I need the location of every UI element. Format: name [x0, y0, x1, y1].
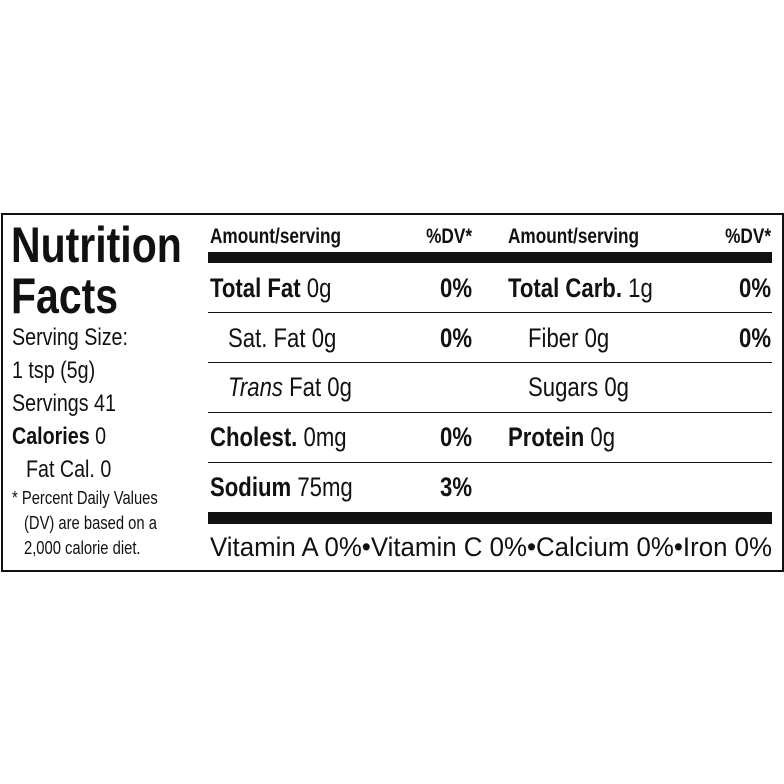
nutrient-row: Protein 0g: [508, 424, 615, 451]
header-amount: Amount/serving: [210, 225, 342, 248]
calories: Calories 0: [12, 425, 106, 449]
thick-rule: [208, 252, 772, 263]
serving-size-label: Serving Size:: [12, 324, 128, 351]
vitamins: Vitamin A 0%•Vitamin C 0%•Calcium 0%•Iro…: [210, 532, 772, 562]
header-dv: %DV*: [725, 225, 771, 248]
nutrient-amount: 0g: [604, 372, 629, 402]
nutrient-row: Total Carb. 1g: [508, 275, 653, 302]
nutrient-name: Sodium: [210, 472, 292, 502]
nutrient-name: Protein: [508, 422, 585, 452]
rule: [208, 462, 772, 463]
footnote: 2,000 calorie diet.: [24, 538, 141, 558]
footnote: * Percent Daily Values: [12, 488, 158, 508]
nutrient-name: Fiber: [528, 323, 579, 353]
nutrient-amount: 75mg: [297, 472, 353, 502]
nutrient-name: Total Fat: [210, 273, 301, 303]
title: Facts: [11, 268, 119, 324]
nutrient-dv: 0%: [439, 422, 472, 452]
nutrient-amount: 1g: [628, 273, 653, 303]
nutrient-name: Total Carb.: [508, 273, 622, 303]
nutrient-name: Cholest.: [210, 422, 298, 452]
rule: [208, 412, 772, 413]
nutrient-name-italic: Trans: [228, 372, 283, 402]
label-border: [1, 213, 784, 572]
rule: [208, 362, 772, 363]
nutrient-dv: 0%: [439, 273, 472, 303]
header-amount: Amount/serving: [508, 225, 640, 248]
rule: [208, 312, 772, 313]
nutrient-dv: 3%: [439, 472, 472, 502]
nutrient-row: Sat. Fat 0g: [228, 325, 336, 352]
nutrient-name: Sat. Fat: [228, 323, 306, 353]
calories-label: Calories: [12, 423, 90, 450]
nutrient-dv: 0%: [439, 323, 472, 353]
footnote: (DV) are based on a: [24, 513, 157, 533]
nutrient-row: Sodium 75mg: [210, 474, 353, 501]
nutrient-amount: 0g: [584, 323, 610, 353]
thick-rule: [208, 512, 772, 524]
nutrient-dv: 0%: [738, 273, 771, 303]
nutrient-amount: 0g: [327, 372, 352, 402]
nutrient-dv: 0%: [738, 323, 771, 353]
servings: Servings 41: [12, 390, 116, 417]
nutrient-amount: 0mg: [303, 422, 347, 452]
nutrient-row: Fiber 0g: [528, 325, 609, 352]
header-dv: %DV*: [426, 225, 472, 248]
nutrient-row: Cholest. 0mg: [210, 424, 347, 451]
nutrient-name: Fat: [289, 372, 322, 402]
nutrient-name: Sugars: [528, 372, 599, 402]
calories-value: 0: [95, 423, 107, 450]
nutrient-row: Total Fat 0g: [210, 275, 331, 302]
serving-size: 1 tsp (5g): [12, 357, 96, 384]
nutrient-row: Trans Fat 0g: [228, 374, 352, 401]
nutrient-amount: 0g: [306, 273, 332, 303]
nutrient-amount: 0g: [590, 422, 616, 452]
title: Nutrition: [11, 217, 182, 273]
fat-calories: Fat Cal. 0: [26, 456, 112, 483]
nutrient-amount: 0g: [311, 323, 337, 353]
nutrient-row: Sugars 0g: [528, 374, 629, 401]
